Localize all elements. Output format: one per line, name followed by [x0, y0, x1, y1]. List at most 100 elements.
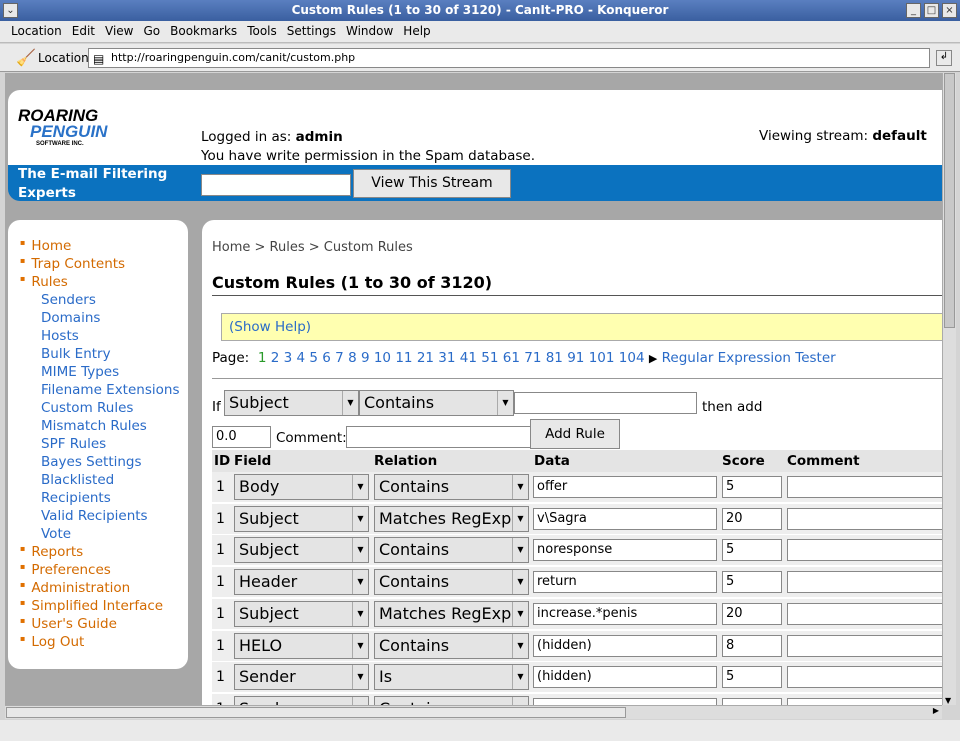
field-select[interactable]: HELO ▼ — [234, 632, 369, 659]
comment-input[interactable] — [787, 571, 942, 594]
page-link[interactable]: 9 — [360, 350, 370, 366]
sidebar-item[interactable]: Valid Recipients — [41, 508, 148, 524]
page-link[interactable]: 91 — [567, 350, 585, 366]
relation-select[interactable]: Contains▼ — [374, 569, 529, 596]
sidebar-item[interactable]: Hosts — [41, 328, 79, 344]
regex-tester-link[interactable]: Regular Expression Tester — [661, 350, 836, 366]
page-link[interactable]: 6 — [322, 350, 331, 366]
sidebar-item[interactable]: Mismatch Rules — [41, 418, 147, 434]
sidebar-item[interactable]: Administration — [31, 579, 188, 597]
add-relation-select[interactable]: Contains ▼ — [359, 390, 514, 416]
scroll-down-icon[interactable]: ▼ — [945, 696, 952, 705]
sidebar-item[interactable]: MIME Types — [41, 364, 120, 380]
data-input[interactable]: (hidden) — [533, 634, 717, 657]
window-menu-button[interactable]: ⌄ — [3, 3, 18, 18]
menu-go[interactable]: Go — [143, 24, 161, 38]
comment-input[interactable] — [787, 507, 942, 530]
page-link[interactable]: 61 — [502, 350, 520, 366]
sidebar-item[interactable]: Senders — [41, 292, 96, 308]
page-link[interactable]: 51 — [481, 350, 499, 366]
data-input[interactable] — [533, 697, 717, 705]
page-link[interactable]: 81 — [545, 350, 563, 366]
menu-location[interactable]: Location — [11, 24, 62, 38]
sidebar-item[interactable]: Bayes Settings — [41, 454, 142, 470]
data-input[interactable]: v\Sagra — [533, 507, 717, 530]
url-input[interactable]: ▤ http://roaringpenguin.com/canit/custom.… — [88, 48, 930, 68]
sidebar-item[interactable]: Rules — [31, 273, 188, 291]
page-link[interactable]: 7 — [335, 350, 344, 366]
sidebar-item[interactable]: Log Out — [31, 633, 188, 651]
score-input[interactable]: 20 — [722, 507, 782, 530]
vertical-scrollbar[interactable]: ▼ — [942, 73, 956, 705]
data-input[interactable]: noresponse — [533, 539, 717, 562]
add-comment-input[interactable] — [346, 426, 531, 448]
comment-input[interactable] — [787, 602, 942, 625]
score-input[interactable]: 8 — [722, 634, 782, 657]
sidebar-item[interactable]: Custom Rules — [41, 400, 134, 416]
sidebar-item[interactable]: Trap Contents — [31, 255, 188, 273]
page-link[interactable]: 2 — [270, 350, 280, 366]
add-score-input[interactable]: 0.0 — [212, 426, 271, 448]
sidebar-item[interactable]: Bulk Entry — [41, 346, 111, 362]
score-input[interactable] — [722, 697, 782, 705]
score-input[interactable]: 5 — [722, 571, 782, 594]
go-icon[interactable]: ↲ — [936, 50, 952, 66]
page-link[interactable]: 21 — [416, 350, 434, 366]
data-input[interactable]: increase.*penis — [533, 602, 717, 625]
field-select[interactable]: Body ▼ — [234, 474, 369, 500]
menu-view[interactable]: View — [105, 24, 134, 38]
relation-select[interactable]: Matches RegExp ▼ — [374, 600, 529, 627]
sidebar-item[interactable]: Preferences — [31, 561, 188, 579]
page-link[interactable]: 3 — [283, 350, 293, 366]
horizontal-scrollbar[interactable]: ▶ — [5, 705, 942, 719]
add-data-input[interactable] — [514, 392, 697, 414]
page-link[interactable]: 10 — [373, 350, 392, 366]
scroll-thumb[interactable] — [944, 73, 955, 328]
page-link[interactable]: 5 — [309, 350, 318, 366]
sidebar-item[interactable]: User's Guide — [31, 615, 188, 633]
stream-input[interactable] — [201, 174, 351, 196]
data-input[interactable]: (hidden) — [533, 666, 717, 689]
scroll-right-icon[interactable]: ▶ — [932, 706, 939, 715]
menu-settings[interactable]: Settings — [286, 24, 336, 38]
relation-select[interactable]: Contains▼ — [374, 632, 529, 659]
sidebar-item[interactable]: Reports — [31, 543, 188, 561]
hscroll-thumb[interactable] — [6, 707, 626, 718]
page-link[interactable]: 31 — [438, 350, 456, 366]
show-help-link[interactable]: (Show Help) — [229, 319, 312, 335]
menu-help[interactable]: Help — [403, 24, 431, 38]
relation-select[interactable]: Contains▼ — [374, 474, 529, 500]
data-input[interactable]: offer — [533, 476, 717, 498]
score-input[interactable]: 5 — [722, 666, 782, 689]
close-button[interactable]: × — [942, 3, 957, 18]
comment-input[interactable] — [787, 697, 942, 705]
page-link[interactable]: 8 — [348, 350, 357, 366]
sidebar-item[interactable]: Home — [31, 237, 188, 255]
field-select[interactable]: Sender▼ — [234, 664, 369, 691]
score-input[interactable]: 20 — [722, 602, 782, 625]
comment-input[interactable] — [787, 539, 942, 562]
field-select[interactable]: Subject ▼ — [234, 600, 369, 627]
add-field-select[interactable]: Subject ▼ — [224, 390, 359, 416]
menu-tools[interactable]: Tools — [247, 24, 277, 38]
comment-input[interactable] — [787, 634, 942, 657]
page-link[interactable]: 41 — [459, 350, 477, 366]
sidebar-item[interactable]: Vote — [41, 526, 72, 542]
page-link[interactable]: 101 — [588, 350, 615, 366]
page-link[interactable]: 11 — [395, 350, 413, 366]
field-select[interactable]: Header ▼ — [234, 569, 369, 596]
relation-select[interactable]: Matches RegExp ▼ — [374, 505, 529, 532]
page-link[interactable]: 71 — [524, 350, 542, 366]
view-stream-button[interactable]: View This Stream — [353, 169, 511, 198]
score-input[interactable]: 5 — [722, 476, 782, 498]
field-select[interactable]: Sender▼ — [234, 695, 369, 705]
sidebar-item[interactable]: Simplified Interface — [31, 597, 188, 615]
menu-edit[interactable]: Edit — [71, 24, 96, 38]
maximize-button[interactable]: □ — [924, 3, 939, 18]
menu-bookmarks[interactable]: Bookmarks — [170, 24, 238, 38]
add-rule-button[interactable]: Add Rule — [530, 419, 620, 449]
relation-select[interactable]: Contains▼ — [374, 537, 529, 564]
menu-window[interactable]: Window — [345, 24, 394, 38]
score-input[interactable]: 5 — [722, 539, 782, 562]
data-input[interactable]: return — [533, 571, 717, 594]
